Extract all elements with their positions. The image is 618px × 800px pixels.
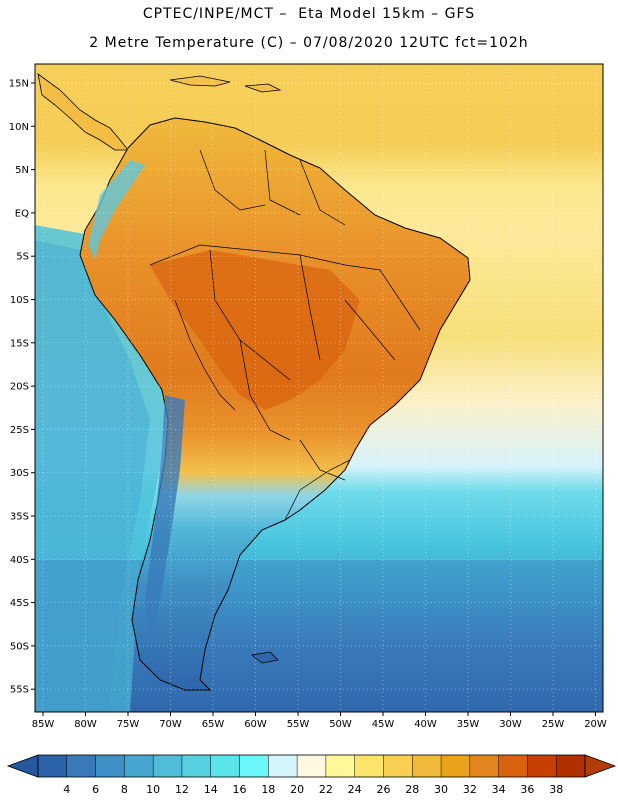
lat-tick-label: 50S: [10, 641, 29, 652]
colorbar-label: 16: [233, 783, 247, 796]
lat-tick-label: 35S: [10, 512, 29, 523]
colorbar-label: 26: [376, 783, 390, 796]
colorbar-swatch: [268, 755, 298, 777]
colorbar-swatch: [38, 755, 68, 777]
map-plot-area: [35, 64, 603, 712]
lat-tick-label: 5S: [16, 252, 29, 263]
longitude-axis: 85W 80W 75W 70W 65W 60W 55W 50W 45W 40W 35W 30W 25W 2…: [32, 712, 607, 730]
colorbar-swatch: [66, 755, 97, 777]
graticule: [35, 64, 603, 712]
lon-tick-label: 45W: [372, 719, 395, 730]
colorbar-swatch: [412, 755, 442, 777]
colorbar-label: 38: [549, 783, 563, 796]
lat-tick-label: 15N: [9, 79, 29, 90]
country-borders: [149, 149, 421, 521]
colorbar-right-cap: [584, 754, 617, 778]
lon-tick-label: 65W: [202, 719, 225, 730]
lon-tick-label: 70W: [159, 719, 182, 730]
colorbar-label: 28: [405, 783, 419, 796]
colorbar-label: 20: [290, 783, 304, 796]
lon-tick-label: 30W: [499, 719, 522, 730]
colorbar-swatch: [498, 755, 528, 777]
colorbar-swatch: [325, 755, 356, 777]
latitude-axis: 15N 10N 5N EQ 5S 10S 15S 20S 25S 30S 35S 40S 45S 50S 5…: [9, 79, 35, 696]
colorbar-label: 6: [92, 783, 99, 796]
hot-core-zone: [150, 250, 360, 410]
colorbar-swatch: [469, 755, 500, 777]
lat-tick-label: EQ: [15, 208, 29, 219]
lon-tick-label: 40W: [414, 719, 437, 730]
title-model: CPTEC/INPE/MCT – Eta Model 15km – GFS: [142, 6, 476, 22]
colorbar-swatch: [354, 755, 384, 777]
lat-tick-label: 40S: [10, 555, 29, 566]
colorbar-swatch: [210, 755, 241, 777]
colorbar-swatch: [181, 755, 212, 777]
pacific-cooler-zone: [35, 240, 150, 712]
colorbar-label: 18: [261, 783, 275, 796]
lon-tick-label: 50W: [329, 719, 352, 730]
lat-tick-label: 10N: [9, 122, 29, 133]
colorbar-label: 22: [319, 783, 333, 796]
colorbar-left-cap: [6, 754, 39, 778]
falkland-islands: [251, 651, 279, 664]
lat-tick-label: 15S: [10, 338, 29, 349]
lat-tick-label: 5N: [15, 165, 29, 176]
title-variable: 2 Metre Temperature (C) – 07/08/2020 12U…: [89, 35, 529, 51]
colorbar-label: 12: [175, 783, 189, 796]
andes-north: [88, 160, 145, 260]
lon-tick-label: 80W: [74, 719, 97, 730]
colorbar-swatch: [239, 755, 269, 777]
colorbar-label: 4: [63, 783, 70, 796]
lon-tick-label: 35W: [457, 719, 480, 730]
lat-tick-label: 30S: [10, 468, 29, 479]
colorbar-label: 36: [520, 783, 534, 796]
colorbar-swatch: [556, 755, 586, 777]
lon-tick-label: 25W: [542, 719, 565, 730]
colorbar-swatch: [527, 755, 557, 777]
colorbar-swatch: [124, 755, 154, 777]
colorbar-label: 8: [121, 783, 128, 796]
colorbar-label: 30: [434, 783, 448, 796]
caribbean-island: [169, 75, 231, 87]
map-frame: [34, 63, 604, 713]
colorbar-swatch: [441, 755, 471, 777]
colorbar-swatch: [95, 755, 125, 777]
lat-tick-label: 20S: [10, 382, 29, 393]
lon-tick-label: 85W: [32, 719, 55, 730]
colorbar-label: 34: [492, 783, 506, 796]
colorbar-label: 32: [463, 783, 477, 796]
lat-tick-label: 45S: [10, 598, 29, 609]
colorbar-label: 14: [204, 783, 218, 796]
colorbar-swatch: [153, 755, 183, 777]
lat-tick-label: 55S: [10, 685, 29, 696]
lat-tick-label: 25S: [10, 425, 29, 436]
colorbar-label: 24: [348, 783, 362, 796]
andes-south: [145, 395, 185, 640]
colorbar: 4 6 8 10 12 14 16 18 20 22 24 26 28 30 32 34 36 38: [6, 754, 617, 796]
lon-tick-label: 60W: [244, 719, 267, 730]
colorbar-frame: [37, 754, 586, 778]
colorbar-label: 10: [146, 783, 160, 796]
caribbean-island: [244, 83, 282, 93]
lon-tick-label: 20W: [584, 719, 607, 730]
lon-tick-label: 75W: [117, 719, 140, 730]
lon-tick-label: 55W: [287, 719, 310, 730]
colorbar-swatch: [297, 755, 327, 777]
central-america: [37, 73, 129, 151]
lat-tick-label: 10S: [10, 295, 29, 306]
colorbar-swatch: [383, 755, 413, 777]
